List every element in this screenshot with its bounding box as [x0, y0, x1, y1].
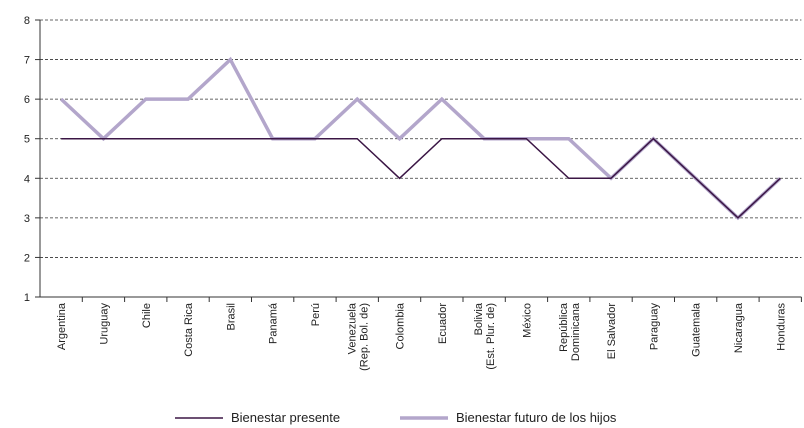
y-tick-label: 8: [24, 15, 30, 27]
legend-label: Bienestar presente: [231, 410, 340, 425]
y-tick-label: 2: [24, 252, 30, 264]
x-tick-label: Paraguay: [648, 303, 660, 351]
y-tick-label: 5: [24, 134, 30, 146]
y-tick-label: 1: [24, 292, 30, 304]
x-tick-label: Colombia: [395, 302, 407, 349]
x-tick-label: Bolivia(Est. Plur. de): [473, 302, 497, 370]
x-tick-label: Uruguay: [98, 303, 110, 345]
y-tick-label: 6: [24, 94, 30, 106]
x-tick-label: Nicaragua: [733, 302, 745, 353]
x-tick-label: RepúblicaDominicana: [558, 302, 582, 361]
y-tick-label: 7: [24, 55, 30, 67]
x-tick-label: Brasil: [225, 303, 237, 331]
legend-label: Bienestar futuro de los hijos: [456, 410, 617, 425]
y-tick-label: 4: [24, 173, 30, 185]
x-tick-label: Ecuador: [437, 303, 449, 344]
x-tick-label: Guatemala: [691, 302, 703, 357]
x-tick-label: México: [521, 303, 533, 338]
x-tick-label: Perú: [310, 303, 322, 326]
y-tick-label: 3: [24, 213, 30, 225]
series-line: [61, 137, 781, 219]
x-tick-label: Chile: [141, 303, 153, 328]
x-tick-label: Argentina: [56, 302, 68, 350]
x-tick-label: Panamá: [268, 302, 280, 344]
x-tick-label: Costa Rica: [183, 302, 195, 357]
x-tick-label: Venezuela(Rep. Bol. de): [346, 302, 370, 371]
x-tick-label: Honduras: [775, 303, 787, 351]
x-tick-label: El Salvador: [606, 303, 618, 360]
